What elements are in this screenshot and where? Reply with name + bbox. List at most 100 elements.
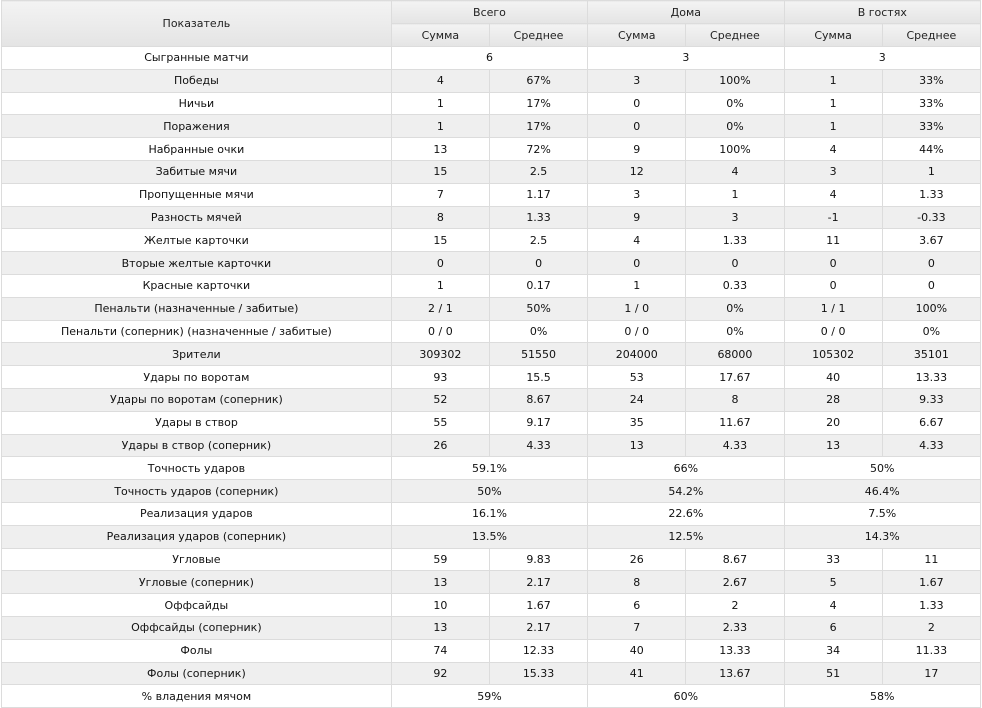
average-cell: 4.33 bbox=[488, 433, 589, 458]
table-row: Угловые 59 9.83 26 8.67 33 11 bbox=[1, 547, 982, 572]
sum-cell: 11 bbox=[783, 228, 883, 253]
subheader-home-sum[interactable]: Сумма bbox=[587, 23, 687, 47]
average-cell: 4 bbox=[685, 159, 785, 184]
average-cell: 0% bbox=[488, 319, 589, 344]
row-label: Зрители bbox=[1, 342, 392, 367]
row-label: Желтые карточки bbox=[1, 228, 392, 253]
sum-cell: 1 / 0 bbox=[587, 296, 687, 321]
row-label: Удары по воротам bbox=[1, 365, 392, 389]
table-row: Пропущенные мячи 7 1.17 3 1 4 1.33 bbox=[1, 182, 982, 207]
table-row: Желтые карточки 15 2.5 4 1.33 11 3.67 bbox=[1, 228, 982, 253]
average-cell: 17% bbox=[488, 114, 589, 139]
average-cell: 1 bbox=[685, 182, 785, 207]
table-row: Пенальти (соперник) (назначенные / забит… bbox=[1, 319, 982, 344]
average-cell: 2 bbox=[685, 593, 785, 617]
average-cell: 9.33 bbox=[881, 387, 982, 412]
merged-value-cell: 59.1% bbox=[390, 456, 589, 481]
row-label: Реализация ударов bbox=[1, 501, 392, 526]
average-cell: 15.5 bbox=[488, 365, 589, 389]
table-row: Фолы (соперник) 92 15.33 41 13.67 51 17 bbox=[1, 661, 982, 686]
sum-cell: 4 bbox=[390, 68, 490, 93]
row-label: Пенальти (соперник) (назначенные / забит… bbox=[1, 319, 392, 344]
sum-cell: 1 bbox=[390, 114, 490, 139]
subheader-total-avg[interactable]: Среднее bbox=[488, 23, 589, 47]
sum-cell: 55 bbox=[390, 410, 490, 435]
sum-cell: 0 / 0 bbox=[587, 319, 687, 344]
average-cell: 11 bbox=[881, 547, 982, 572]
sum-cell: -1 bbox=[783, 205, 883, 230]
average-cell: 0% bbox=[685, 296, 785, 321]
average-cell: 2.17 bbox=[488, 615, 589, 640]
average-cell: 13.33 bbox=[685, 638, 785, 663]
average-cell: 35101 bbox=[881, 342, 982, 367]
sum-cell: 26 bbox=[390, 433, 490, 458]
sum-cell: 52 bbox=[390, 387, 490, 412]
subheader-home-avg[interactable]: Среднее bbox=[685, 23, 785, 47]
row-label: Фолы (соперник) bbox=[1, 661, 392, 686]
table-row: Реализация ударов 16.1% 22.6% 7.5% bbox=[1, 501, 982, 526]
sum-cell: 24 bbox=[587, 387, 687, 412]
subheader-away-sum[interactable]: Сумма bbox=[783, 23, 883, 47]
sum-cell: 1 bbox=[390, 91, 490, 116]
row-label: Оффсайды bbox=[1, 593, 392, 617]
merged-value-cell: 60% bbox=[587, 684, 785, 708]
row-label: Угловые bbox=[1, 547, 392, 572]
sum-cell: 93 bbox=[390, 365, 490, 389]
average-cell: 2.33 bbox=[685, 615, 785, 640]
sum-cell: 0 bbox=[587, 114, 687, 139]
sum-cell: 4 bbox=[783, 182, 883, 207]
sum-cell: 3 bbox=[587, 182, 687, 207]
sum-cell: 0 bbox=[587, 91, 687, 116]
row-label: Точность ударов bbox=[1, 456, 392, 481]
sum-cell: 1 bbox=[587, 273, 687, 298]
average-cell: 1.67 bbox=[881, 570, 982, 595]
sum-cell: 1 bbox=[390, 273, 490, 298]
sum-cell: 59 bbox=[390, 547, 490, 572]
average-cell: 0 bbox=[881, 251, 982, 275]
average-cell: 33% bbox=[881, 114, 982, 139]
average-cell: 0% bbox=[881, 319, 982, 344]
average-cell: 100% bbox=[685, 68, 785, 93]
sum-cell: 92 bbox=[390, 661, 490, 686]
row-label: Сыгранные матчи bbox=[1, 46, 392, 70]
average-cell: 0 bbox=[881, 273, 982, 298]
merged-value-cell: 66% bbox=[587, 456, 785, 481]
row-label: Победы bbox=[1, 68, 392, 93]
sum-cell: 33 bbox=[783, 547, 883, 572]
sum-cell: 2 / 1 bbox=[390, 296, 490, 321]
merged-value-cell: 54.2% bbox=[587, 479, 785, 503]
group-header-away[interactable]: В гостях bbox=[783, 0, 982, 24]
group-header-home[interactable]: Дома bbox=[587, 0, 785, 24]
row-label: Вторые желтые карточки bbox=[1, 251, 392, 275]
average-cell: 1 bbox=[881, 159, 982, 184]
merged-value-cell: 59% bbox=[390, 684, 589, 708]
average-cell: 3.67 bbox=[881, 228, 982, 253]
table-row: Удары по воротам 93 15.5 53 17.67 40 13.33 bbox=[1, 365, 982, 389]
sum-cell: 35 bbox=[587, 410, 687, 435]
average-cell: 1.67 bbox=[488, 593, 589, 617]
subheader-away-avg[interactable]: Среднее bbox=[881, 23, 982, 47]
average-cell: 2 bbox=[881, 615, 982, 640]
subheader-total-sum[interactable]: Сумма bbox=[390, 23, 490, 47]
sum-cell: 0 / 0 bbox=[390, 319, 490, 344]
average-cell: 4.33 bbox=[881, 433, 982, 458]
sum-cell: 10 bbox=[390, 593, 490, 617]
table-row: Вторые желтые карточки 0 0 0 0 0 0 bbox=[1, 251, 982, 275]
row-label: Угловые (соперник) bbox=[1, 570, 392, 595]
average-cell: 1.17 bbox=[488, 182, 589, 207]
sum-cell: 1 bbox=[783, 114, 883, 139]
row-label: Удары в створ bbox=[1, 410, 392, 435]
row-label: Пропущенные мячи bbox=[1, 182, 392, 207]
indicator-header[interactable]: Показатель bbox=[1, 0, 392, 47]
sum-cell: 51 bbox=[783, 661, 883, 686]
table-row: Победы 4 67% 3 100% 1 33% bbox=[1, 68, 982, 93]
sum-cell: 0 bbox=[390, 251, 490, 275]
sum-cell: 0 bbox=[783, 273, 883, 298]
merged-value-cell: 14.3% bbox=[783, 524, 982, 549]
table-row: Удары в створ (соперник) 26 4.33 13 4.33 13 4.… bbox=[1, 433, 982, 458]
sum-cell: 34 bbox=[783, 638, 883, 663]
row-label: Ничьи bbox=[1, 91, 392, 116]
sum-cell: 28 bbox=[783, 387, 883, 412]
sum-cell: 0 bbox=[783, 251, 883, 275]
group-header-total[interactable]: Всего bbox=[390, 0, 589, 24]
